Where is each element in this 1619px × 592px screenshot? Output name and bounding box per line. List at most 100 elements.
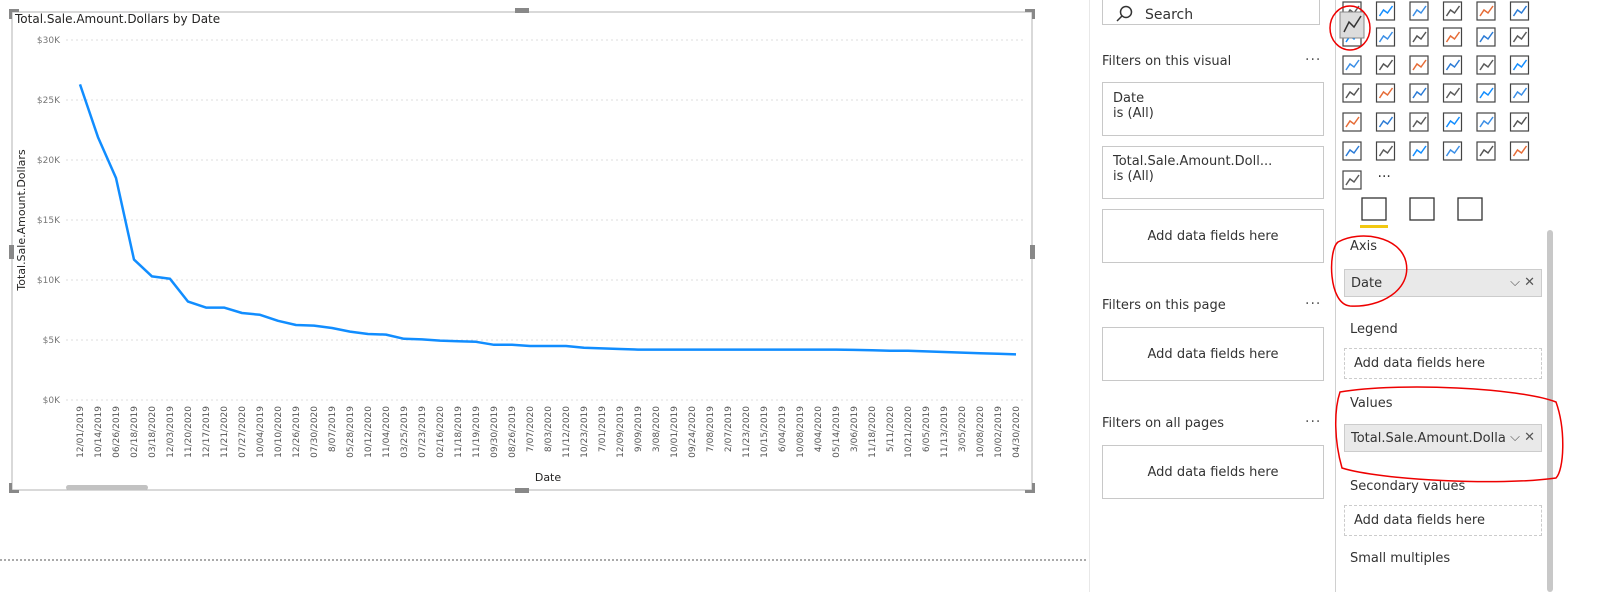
icon-glyph bbox=[1479, 5, 1494, 17]
visual-icon[interactable] bbox=[1476, 141, 1496, 161]
well-label: Small multiples bbox=[1350, 551, 1451, 566]
icon-glyph bbox=[1412, 5, 1427, 17]
visual-icon[interactable] bbox=[1509, 83, 1530, 103]
search-box[interactable]: Search bbox=[1102, 0, 1320, 25]
x-tick-label: 4/04/2020 bbox=[814, 406, 824, 452]
drop-zone[interactable]: Add data fields here bbox=[1102, 209, 1324, 263]
x-tick-label: 07/23/2019 bbox=[418, 406, 428, 458]
field-well[interactable]: Date ⌵ ✕ bbox=[1344, 269, 1542, 297]
icon-glyph bbox=[1378, 59, 1394, 71]
active-tab-underline bbox=[1360, 225, 1388, 228]
more-options[interactable]: ··· bbox=[1305, 296, 1322, 312]
icon-glyph bbox=[1445, 5, 1461, 17]
visual-icon[interactable] bbox=[1476, 27, 1496, 47]
filter-card[interactable]: Date is (All) bbox=[1102, 82, 1324, 136]
visual-icon[interactable] bbox=[1442, 55, 1463, 75]
visual-icon[interactable] bbox=[1409, 55, 1429, 75]
visual-icon[interactable] bbox=[1409, 83, 1429, 103]
x-tick-label: 10/21/2020 bbox=[904, 406, 914, 458]
icon-glyph bbox=[1512, 59, 1528, 71]
x-tick-label: 05/28/2019 bbox=[346, 406, 356, 458]
visual-icon[interactable] bbox=[1342, 112, 1362, 132]
visual-icon[interactable] bbox=[1442, 1, 1463, 21]
x-tick-label: 11/20/2020 bbox=[184, 406, 194, 458]
visual-icon[interactable] bbox=[1375, 141, 1396, 161]
visual-icon[interactable] bbox=[1509, 112, 1530, 132]
x-tick-label: 10/08/2019 bbox=[796, 406, 806, 458]
visual-icon[interactable] bbox=[1476, 1, 1496, 21]
scrollbar[interactable] bbox=[66, 485, 148, 490]
x-tick-label: 5/11/2020 bbox=[886, 406, 896, 452]
icon-frame bbox=[1342, 112, 1362, 132]
x-tick-label: 11/13/2019 bbox=[940, 406, 950, 458]
icon-frame bbox=[1442, 1, 1463, 21]
visual-icon[interactable] bbox=[1409, 112, 1429, 132]
visual-icon[interactable] bbox=[1342, 55, 1362, 75]
x-tick-label: 12/09/2019 bbox=[616, 406, 626, 458]
icon-glyph bbox=[1479, 59, 1494, 71]
analytics-tab[interactable] bbox=[1457, 197, 1483, 221]
format-tab[interactable] bbox=[1409, 197, 1435, 221]
drop-zone[interactable]: Add data fields here bbox=[1102, 327, 1324, 381]
visual-icon[interactable] bbox=[1476, 83, 1496, 103]
more-options[interactable]: ··· bbox=[1305, 52, 1322, 68]
field-well[interactable]: Total.Sale.Amount.Dolla ⌵ ✕ bbox=[1344, 424, 1542, 452]
fields-tab[interactable] bbox=[1361, 197, 1387, 221]
chart: Total.Sale.Amount.Dollars by Date Total.… bbox=[0, 0, 1090, 592]
x-tick-label: 10/02/2019 bbox=[994, 406, 1004, 458]
visual-icon[interactable] bbox=[1442, 27, 1463, 47]
search-placeholder: Search bbox=[1145, 7, 1194, 23]
icon-glyph bbox=[1512, 87, 1528, 99]
visual-icon[interactable] bbox=[1476, 55, 1496, 75]
icon-frame bbox=[1442, 83, 1463, 103]
icon-frame bbox=[1409, 27, 1429, 47]
well-controls[interactable]: ⌵ ✕ bbox=[1510, 430, 1535, 445]
scrollbar[interactable] bbox=[1547, 230, 1553, 592]
x-tick-label: 7/08/2019 bbox=[706, 406, 716, 452]
visual-icon[interactable] bbox=[1342, 170, 1362, 190]
search-icon bbox=[1116, 5, 1133, 22]
visual-icon[interactable] bbox=[1509, 27, 1530, 47]
x-tick-label: 8/07/2019 bbox=[328, 406, 338, 452]
x-tick-label: 07/30/2020 bbox=[310, 406, 320, 458]
icon-glyph bbox=[1378, 145, 1394, 157]
visual-icon[interactable] bbox=[1442, 141, 1463, 161]
visual-icon[interactable] bbox=[1375, 55, 1396, 75]
visual-icon[interactable] bbox=[1375, 83, 1396, 103]
visual-icon[interactable] bbox=[1509, 1, 1530, 21]
visual-icon[interactable] bbox=[1442, 83, 1463, 103]
visual-icon[interactable] bbox=[1409, 141, 1429, 161]
icon-glyph bbox=[1378, 5, 1394, 17]
more-options[interactable]: ··· bbox=[1305, 414, 1322, 430]
icon-frame bbox=[1476, 55, 1496, 75]
visual-icon[interactable] bbox=[1409, 27, 1429, 47]
visual-icon[interactable] bbox=[1342, 141, 1362, 161]
filter-card[interactable]: Total.Sale.Amount.Doll... is (All) bbox=[1102, 146, 1324, 199]
visual-icon[interactable] bbox=[1476, 112, 1496, 132]
drop-zone[interactable]: Add data fields here bbox=[1344, 348, 1542, 379]
x-tick-label: 09/24/2020 bbox=[688, 406, 698, 458]
icon-glyph bbox=[1479, 145, 1494, 157]
visual-icon[interactable] bbox=[1409, 1, 1429, 21]
visual-icon[interactable] bbox=[1509, 141, 1530, 161]
x-tick-label: 11/21/2020 bbox=[220, 406, 230, 458]
icon-glyph bbox=[1378, 87, 1394, 99]
visual-icon[interactable] bbox=[1342, 83, 1362, 103]
visual-icon[interactable] bbox=[1375, 1, 1396, 21]
y-tick-label: $25K bbox=[37, 96, 61, 106]
drop-zone[interactable]: Add data fields here bbox=[1344, 505, 1542, 536]
icon-glyph bbox=[1445, 116, 1461, 128]
well-controls[interactable]: ⌵ ✕ bbox=[1510, 275, 1535, 290]
visual-icon[interactable] bbox=[1509, 55, 1530, 75]
icon-glyph bbox=[1479, 116, 1494, 128]
resize-handles[interactable] bbox=[9, 8, 1035, 493]
icon-frame bbox=[1476, 112, 1496, 132]
icon-glyph bbox=[1512, 145, 1528, 157]
visual-icon[interactable] bbox=[1442, 112, 1463, 132]
drop-zone[interactable]: Add data fields here bbox=[1102, 445, 1324, 499]
x-tick-label: 7/07/2020 bbox=[526, 406, 536, 452]
icon-frame bbox=[1509, 1, 1530, 21]
visual-icon[interactable] bbox=[1375, 27, 1396, 47]
icon-frame bbox=[1409, 55, 1429, 75]
visual-icon[interactable] bbox=[1375, 112, 1396, 132]
